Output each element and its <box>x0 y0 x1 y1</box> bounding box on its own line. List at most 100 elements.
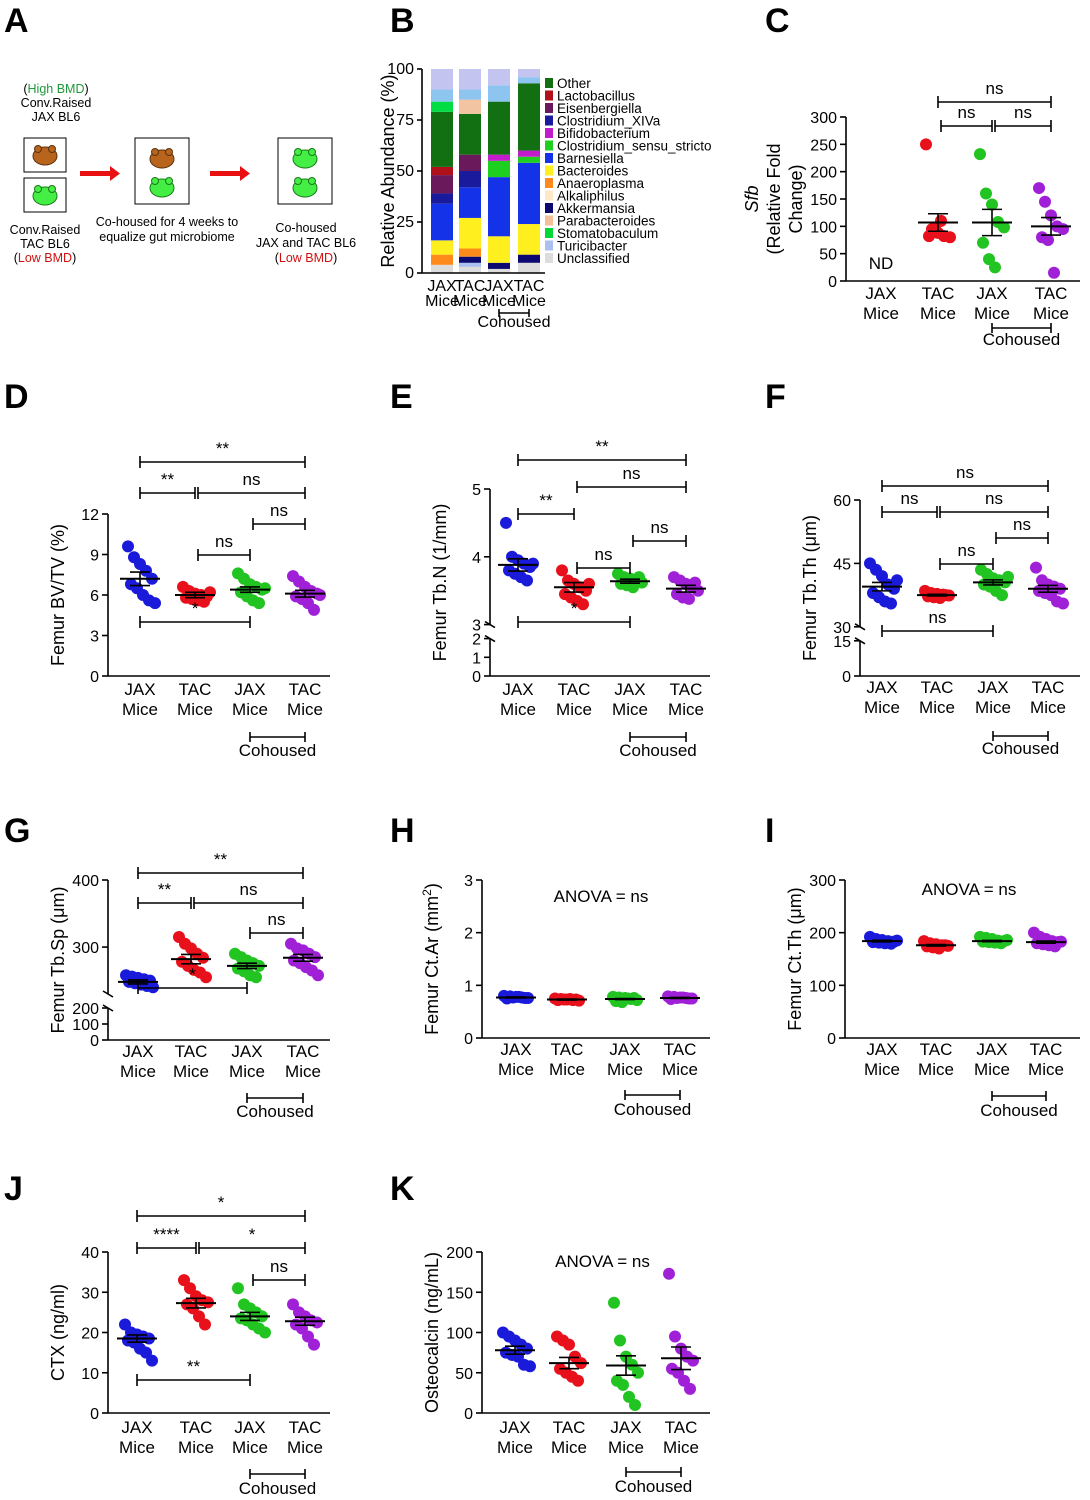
x-tick-label: TAC <box>558 680 591 699</box>
stacked-bar-segment <box>459 248 481 257</box>
data-point <box>1045 209 1057 222</box>
x-tick-label: TAC <box>180 1418 213 1437</box>
group-label: Cohoused <box>239 1479 317 1498</box>
stacked-bar-segment <box>518 150 540 157</box>
y-axis-label: Relative Abundance (%) <box>378 74 398 267</box>
y-tick-label: 100 <box>446 1326 473 1343</box>
x-tick-label: TAC <box>670 680 703 699</box>
x-tick-label: Mice <box>975 698 1011 717</box>
sig-label: ** <box>539 491 553 510</box>
x-tick-label: JAX <box>234 1418 265 1437</box>
legend-swatch <box>545 103 553 113</box>
legend-swatch <box>545 115 553 126</box>
high-bmd-label: (High BMD) <box>23 82 88 96</box>
sig-label: ns <box>901 489 919 508</box>
axis-break-mark <box>102 990 114 998</box>
sig-label: ns <box>623 464 641 483</box>
x-tick-label: Mice <box>607 1060 643 1079</box>
x-tick-label: Mice <box>122 700 158 719</box>
y-tick-label: 30 <box>81 1285 99 1302</box>
x-tick-label: TAC <box>289 680 322 699</box>
mouse-green-icon <box>292 177 318 198</box>
data-point <box>669 1330 681 1343</box>
x-tick-label: JAX <box>500 1040 531 1059</box>
sig-label: * <box>571 599 578 618</box>
sig-label: ns <box>268 910 286 929</box>
data-point <box>500 516 512 529</box>
stacked-bar-segment <box>459 113 481 155</box>
legend-entry: Lactobacillus <box>557 89 635 104</box>
data-point <box>1042 234 1054 246</box>
x-tick-label: JAX <box>499 1418 530 1437</box>
y-tick-label: 1 <box>472 650 481 667</box>
sig-label: ns <box>215 532 233 551</box>
group-label: Cohoused <box>236 1102 314 1121</box>
y-tick-label: 12 <box>81 507 99 524</box>
stacked-bar-segment <box>431 101 453 112</box>
sig-label: ns <box>1014 103 1032 122</box>
y-tick-label: 0 <box>464 1406 473 1423</box>
sig-label: ns <box>985 489 1003 508</box>
stacked-bar-segment <box>431 254 453 265</box>
sig-label: ns <box>651 518 669 537</box>
x-tick-label: JAX <box>484 278 514 295</box>
panel-label-f: F <box>765 378 786 416</box>
data-point <box>521 574 533 587</box>
data-point <box>632 1366 644 1379</box>
y-tick-label: 0 <box>842 669 851 686</box>
x-tick-label: TAC <box>922 284 955 303</box>
data-point <box>521 1342 533 1355</box>
x-tick-label: TAC <box>514 278 545 295</box>
y-tick-label: 0 <box>472 669 481 686</box>
x-tick-label: JAX <box>976 284 1007 303</box>
sig-label: ns <box>595 545 613 564</box>
stacked-bar-segment <box>518 83 540 151</box>
stacked-bar-segment <box>431 166 453 176</box>
legend-swatch <box>545 128 553 138</box>
data-point <box>312 969 324 982</box>
x-tick-label: Mice <box>1030 698 1066 717</box>
stacked-bar-segment <box>459 187 481 218</box>
red-arrow-icon <box>80 166 120 181</box>
y-axis-label-italic: Sfb <box>742 185 762 212</box>
low-bmd-label: (Low BMD) <box>14 251 77 265</box>
data-point <box>232 1282 244 1295</box>
x-tick-label: JAX <box>502 680 533 699</box>
y-tick-label: 300 <box>810 110 837 127</box>
stacked-bar-segment <box>488 101 510 155</box>
data-point <box>1002 570 1014 583</box>
panel-label-e: E <box>390 378 413 416</box>
x-tick-label: JAX <box>610 1418 641 1437</box>
x-tick-label: Mice <box>556 700 592 719</box>
sig-label: ns <box>958 541 976 560</box>
data-point <box>122 540 134 553</box>
x-tick-label: TAC <box>921 678 954 697</box>
stacked-bar-segment <box>431 203 453 241</box>
legend-entry: Other <box>557 76 591 91</box>
y-tick-label: 100 <box>387 61 414 78</box>
data-point <box>614 1334 626 1347</box>
anova-label: ANOVA = ns <box>555 1252 650 1271</box>
data-point <box>524 1360 536 1373</box>
x-tick-label: TAC <box>289 1418 322 1437</box>
y-axis-label-line2: Change) <box>786 164 806 233</box>
data-point <box>149 597 161 610</box>
data-point <box>920 138 932 151</box>
data-point <box>314 589 326 601</box>
data-point <box>556 564 568 577</box>
sig-label: ns <box>243 470 261 489</box>
data-point <box>259 582 271 595</box>
y-tick-label: 2 <box>472 632 481 649</box>
y-tick-label: 0 <box>90 1406 99 1423</box>
data-point <box>1048 266 1060 279</box>
stacked-bar-segment <box>431 69 453 90</box>
legend-entry: Clostridium_sensu_stricto <box>557 139 712 154</box>
data-point <box>983 253 995 266</box>
data-point <box>608 1296 620 1309</box>
x-tick-label: JAX <box>866 678 897 697</box>
legend-swatch <box>545 140 553 151</box>
